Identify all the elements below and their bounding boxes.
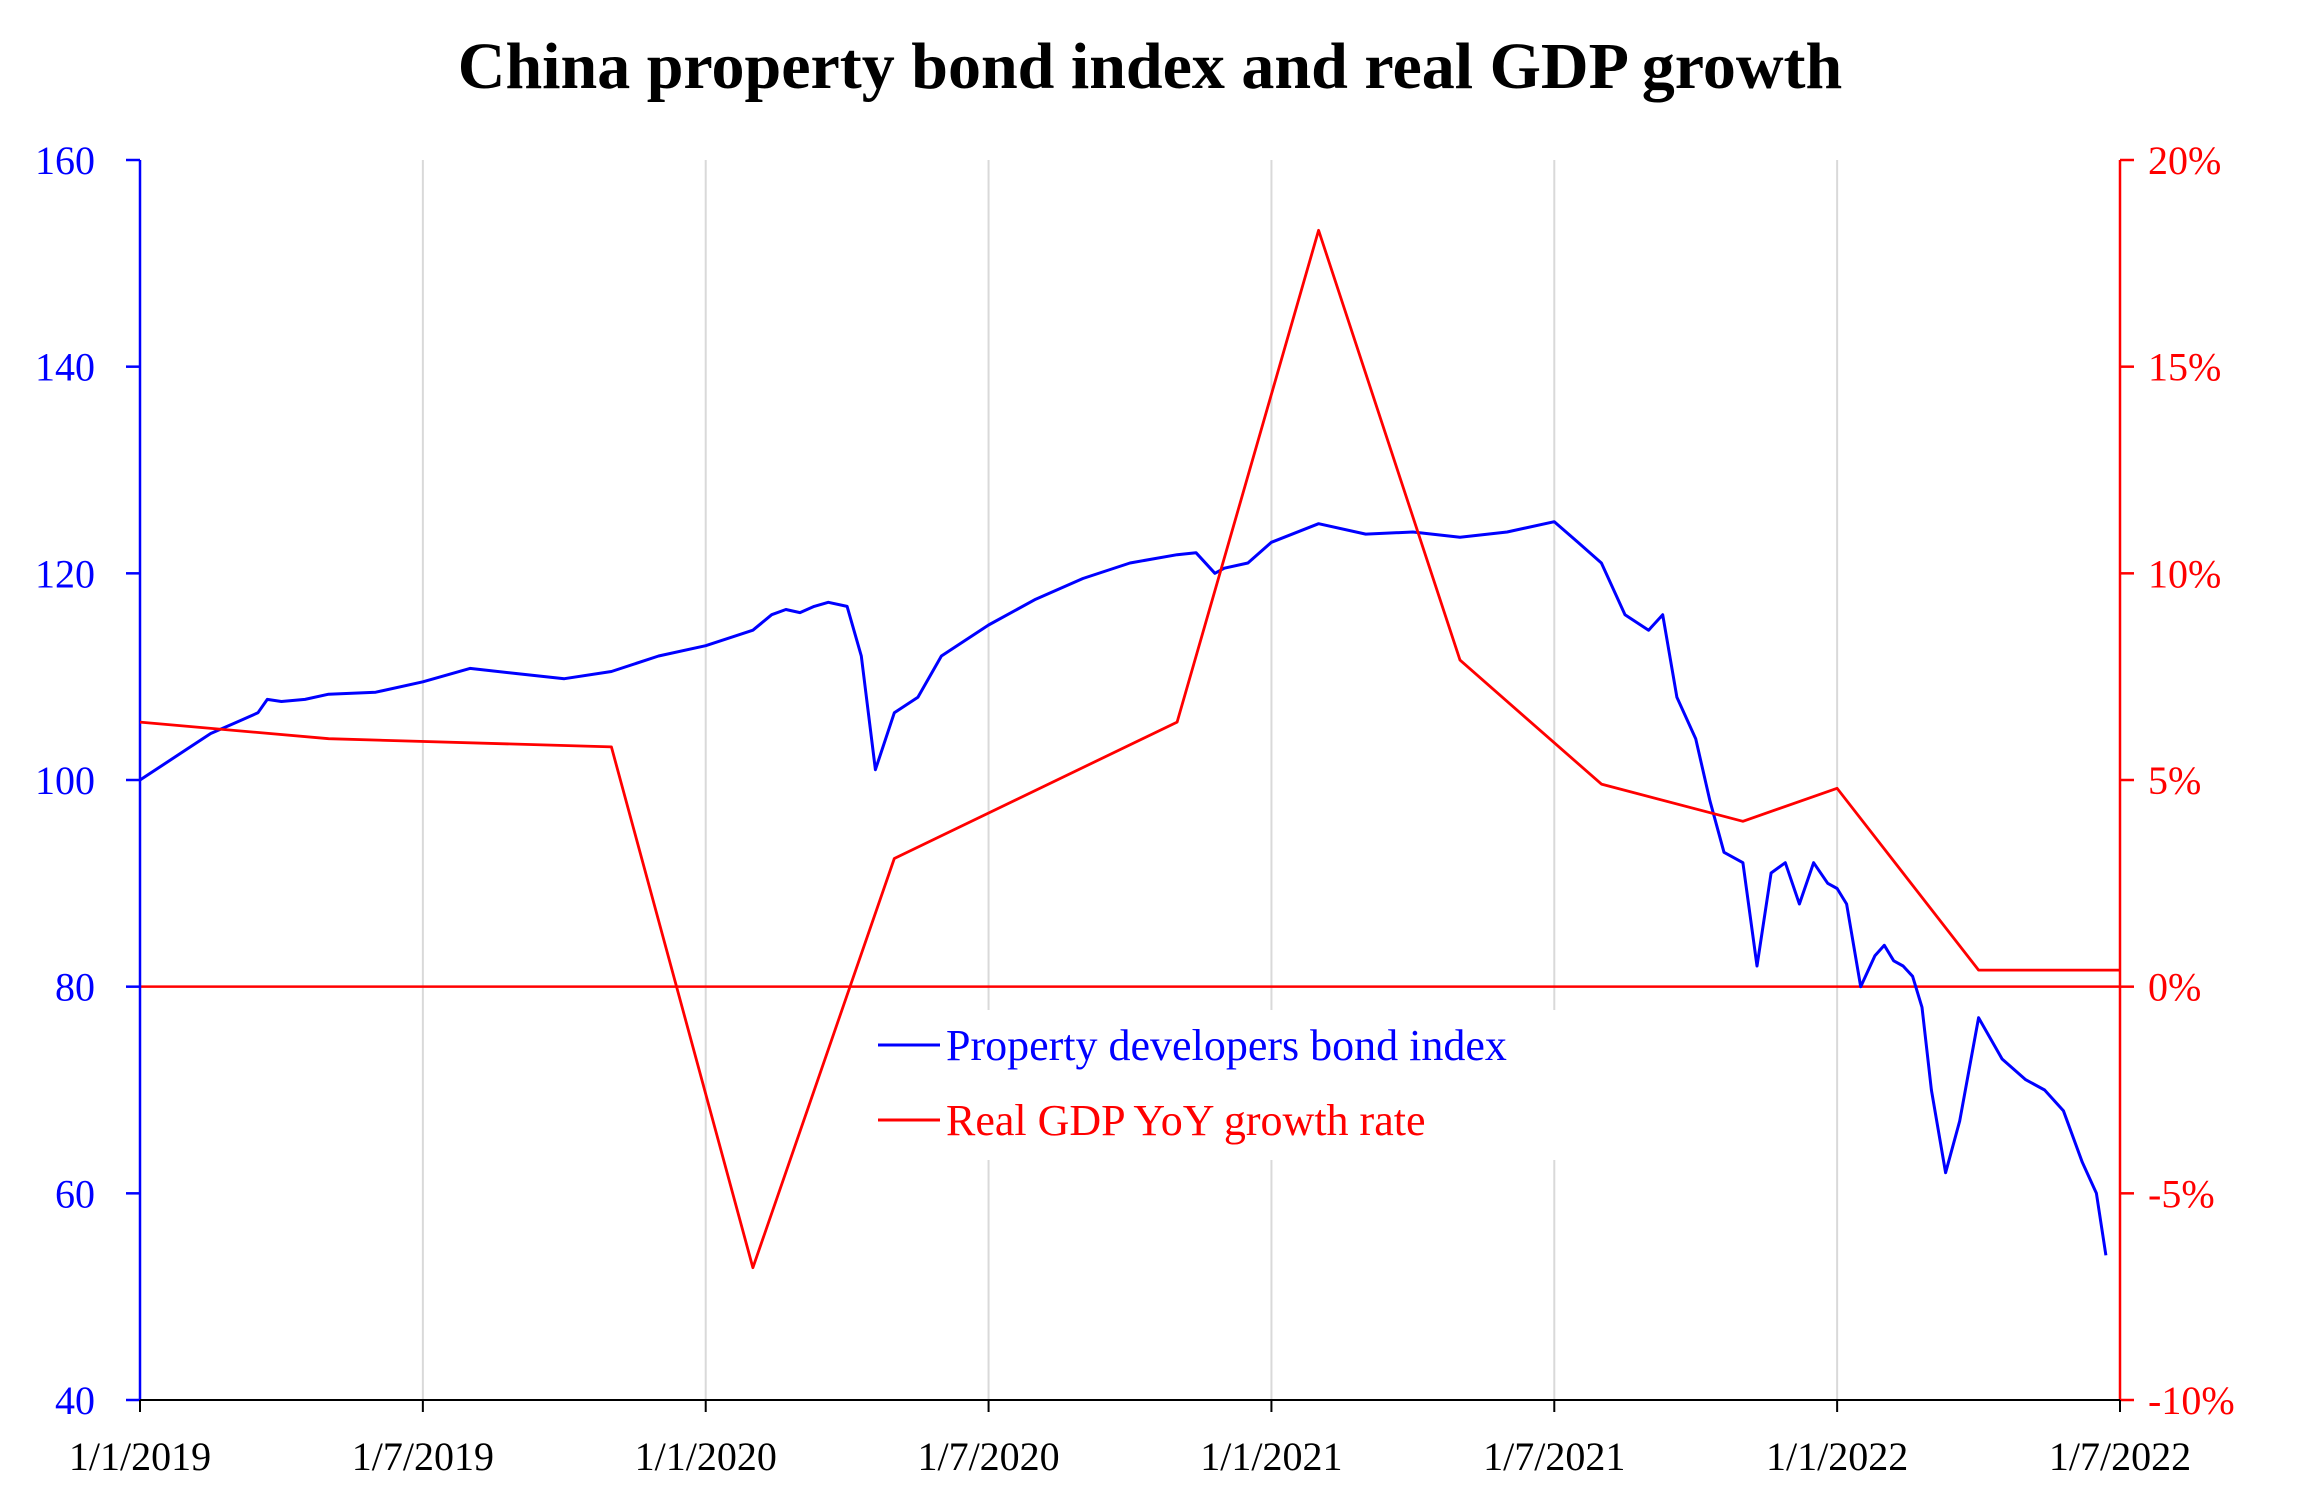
left-tick-label: 100 (35, 758, 95, 803)
left-tick-label: 80 (55, 965, 95, 1010)
x-tick-label: 1/7/2021 (1483, 1434, 1625, 1479)
series-line-bond-index (139, 520, 2108, 1256)
left-tick-label: 60 (55, 1171, 95, 1216)
right-tick-label: 0% (2148, 965, 2201, 1010)
x-tick-label: 1/7/2019 (352, 1434, 494, 1479)
series-line-gdp-growth (139, 228, 2120, 1270)
legend-label-bond: Property developers bond index (946, 1021, 1507, 1070)
left-tick-label: 140 (35, 345, 95, 390)
legend: Property developers bond index Real GDP … (860, 1010, 1600, 1160)
right-tick-label: 5% (2148, 758, 2201, 803)
series-layer (139, 228, 2120, 1270)
x-tick-label: 1/1/2020 (635, 1434, 777, 1479)
right-tick-label: -10% (2148, 1378, 2235, 1423)
legend-label-gdp: Real GDP YoY growth rate (946, 1096, 1426, 1145)
x-tick-label: 1/1/2022 (1766, 1434, 1908, 1479)
right-tick-label: 15% (2148, 345, 2221, 390)
left-tick-label: 160 (35, 138, 95, 183)
right-tick-label: 10% (2148, 551, 2221, 596)
x-tick-label: 1/1/2021 (1200, 1434, 1342, 1479)
x-tick-label: 1/1/2019 (69, 1434, 211, 1479)
right-tick-label: -5% (2148, 1171, 2215, 1216)
right-tick-label: 20% (2148, 138, 2221, 183)
grid-layer (140, 160, 2121, 1400)
axes-layer: 160 140 120 100 80 60 40 20% 15% 10% 5% 0% -5% -10% 1/… (35, 138, 2235, 1479)
chart-title: China property bond index and real GDP g… (458, 30, 1842, 103)
x-tick-label: 1/7/2022 (2049, 1434, 2191, 1479)
left-tick-label: 120 (35, 551, 95, 596)
legend-background (860, 1010, 1600, 1160)
left-tick-label: 40 (55, 1378, 95, 1423)
x-tick-label: 1/7/2020 (917, 1434, 1059, 1479)
